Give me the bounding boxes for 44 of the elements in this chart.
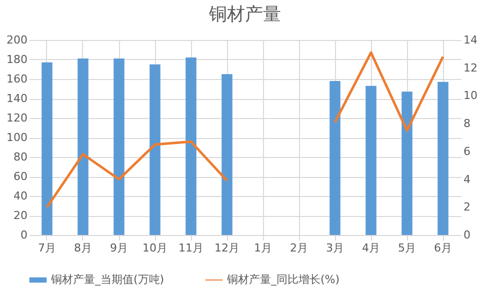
y-tick-label: 140	[6, 92, 28, 105]
x-tick-label: 3月	[326, 242, 344, 254]
x-tick-label: 9月	[110, 242, 128, 254]
y-tick-label: 20	[14, 209, 28, 222]
bar	[42, 62, 52, 235]
x-tick-label: 5月	[398, 242, 416, 254]
y2-tick-label: 6	[464, 144, 470, 158]
y2-tick-label: 4	[464, 172, 470, 186]
y-tick-label: 120	[6, 112, 28, 124]
x-tick-label: 10月	[142, 242, 168, 254]
bar	[150, 64, 160, 235]
x-tick-label: 4月	[362, 242, 380, 254]
y-tick-label: 200	[6, 34, 28, 46]
legend-label: 铜材产量_当期值(万吨)	[50, 273, 164, 286]
y-tick-label: 100	[6, 131, 28, 144]
x-tick-label: 11月	[178, 242, 204, 254]
bar	[114, 58, 124, 235]
y2-tick-label: 14	[464, 34, 478, 46]
x-tick-label: 2月	[290, 242, 308, 254]
chart-title: 铜材产量	[208, 4, 281, 25]
y-tick-label: 80	[14, 150, 28, 164]
y-tick-label: 180	[6, 53, 28, 66]
y2-tick-label: 12	[464, 61, 478, 74]
bar	[78, 58, 88, 235]
y2-tick-label: 10	[464, 89, 478, 102]
x-tick-label: 7月	[38, 242, 56, 254]
y-tick-label: 0	[20, 228, 28, 242]
bar	[366, 86, 376, 235]
x-tick-label: 12月	[214, 242, 240, 254]
legend-label: 铜材产量_同比增长(%)	[226, 273, 340, 286]
y-tick-label: 160	[6, 72, 28, 86]
x-tick-label: 8月	[74, 242, 92, 254]
bar	[186, 58, 196, 235]
y2-tick-label: 0	[464, 228, 470, 242]
bar	[438, 82, 448, 235]
y-tick-label: 60	[14, 170, 28, 183]
bar	[330, 80, 340, 235]
bar	[402, 92, 412, 235]
y-tick-label: 40	[14, 190, 28, 202]
x-tick-label: 6月	[434, 242, 452, 254]
bar	[222, 74, 232, 235]
x-tick-label: 1月	[254, 242, 272, 254]
y2-tick-label: 8	[464, 117, 470, 130]
y2-tick-label: 2	[464, 200, 470, 214]
